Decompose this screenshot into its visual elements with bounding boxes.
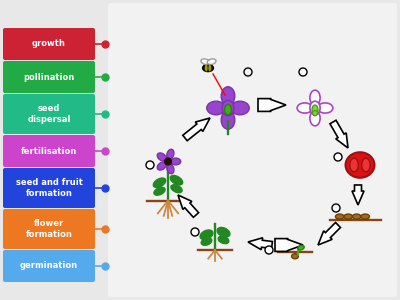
FancyBboxPatch shape xyxy=(3,209,95,249)
Ellipse shape xyxy=(217,227,230,237)
Ellipse shape xyxy=(310,90,320,106)
Ellipse shape xyxy=(361,214,370,219)
Ellipse shape xyxy=(157,153,166,161)
Text: seed and fruit
formation: seed and fruit formation xyxy=(16,178,82,198)
Text: germination: germination xyxy=(20,262,78,271)
FancyBboxPatch shape xyxy=(3,94,95,134)
Polygon shape xyxy=(183,118,210,141)
Ellipse shape xyxy=(153,178,166,188)
Polygon shape xyxy=(248,238,272,250)
Ellipse shape xyxy=(336,214,344,219)
Ellipse shape xyxy=(222,100,234,116)
Circle shape xyxy=(332,204,340,212)
Ellipse shape xyxy=(352,214,361,219)
Circle shape xyxy=(146,161,154,169)
Polygon shape xyxy=(330,120,348,148)
Text: growth: growth xyxy=(32,40,66,49)
Ellipse shape xyxy=(310,101,320,115)
FancyBboxPatch shape xyxy=(108,3,397,297)
FancyBboxPatch shape xyxy=(3,61,95,93)
Ellipse shape xyxy=(312,105,318,114)
Ellipse shape xyxy=(167,149,174,159)
Circle shape xyxy=(334,153,342,161)
Ellipse shape xyxy=(205,64,208,72)
Ellipse shape xyxy=(344,214,352,219)
Ellipse shape xyxy=(157,162,166,170)
Ellipse shape xyxy=(221,111,235,129)
Ellipse shape xyxy=(171,185,182,193)
Ellipse shape xyxy=(207,59,216,64)
Polygon shape xyxy=(258,99,286,111)
Polygon shape xyxy=(352,185,364,205)
Polygon shape xyxy=(178,195,199,217)
Polygon shape xyxy=(318,223,340,245)
Ellipse shape xyxy=(170,158,181,165)
Circle shape xyxy=(312,110,318,116)
Ellipse shape xyxy=(221,87,235,106)
FancyBboxPatch shape xyxy=(3,28,95,60)
Ellipse shape xyxy=(346,152,374,178)
Text: fertilisation: fertilisation xyxy=(21,146,77,155)
Ellipse shape xyxy=(350,158,358,172)
FancyBboxPatch shape xyxy=(3,168,95,208)
Ellipse shape xyxy=(318,103,333,113)
FancyBboxPatch shape xyxy=(3,250,95,282)
Ellipse shape xyxy=(200,230,213,240)
Circle shape xyxy=(165,158,172,165)
Ellipse shape xyxy=(297,103,312,113)
Ellipse shape xyxy=(202,64,214,72)
Ellipse shape xyxy=(201,238,212,245)
Ellipse shape xyxy=(218,236,229,244)
Text: flower
formation: flower formation xyxy=(26,219,72,239)
Ellipse shape xyxy=(230,101,249,115)
Text: seed
dispersal: seed dispersal xyxy=(27,104,71,124)
Ellipse shape xyxy=(208,64,211,72)
Circle shape xyxy=(265,246,273,254)
Ellipse shape xyxy=(201,59,210,64)
Ellipse shape xyxy=(225,105,231,115)
Polygon shape xyxy=(275,238,303,251)
Circle shape xyxy=(244,68,252,76)
Circle shape xyxy=(299,68,307,76)
Circle shape xyxy=(191,228,199,236)
FancyBboxPatch shape xyxy=(3,135,95,167)
Ellipse shape xyxy=(154,187,165,195)
Ellipse shape xyxy=(207,101,226,115)
Ellipse shape xyxy=(310,110,320,126)
Text: pollination: pollination xyxy=(23,73,75,82)
Ellipse shape xyxy=(292,254,298,259)
Ellipse shape xyxy=(362,158,370,172)
Ellipse shape xyxy=(167,164,174,174)
Ellipse shape xyxy=(298,245,304,250)
Ellipse shape xyxy=(170,176,183,185)
